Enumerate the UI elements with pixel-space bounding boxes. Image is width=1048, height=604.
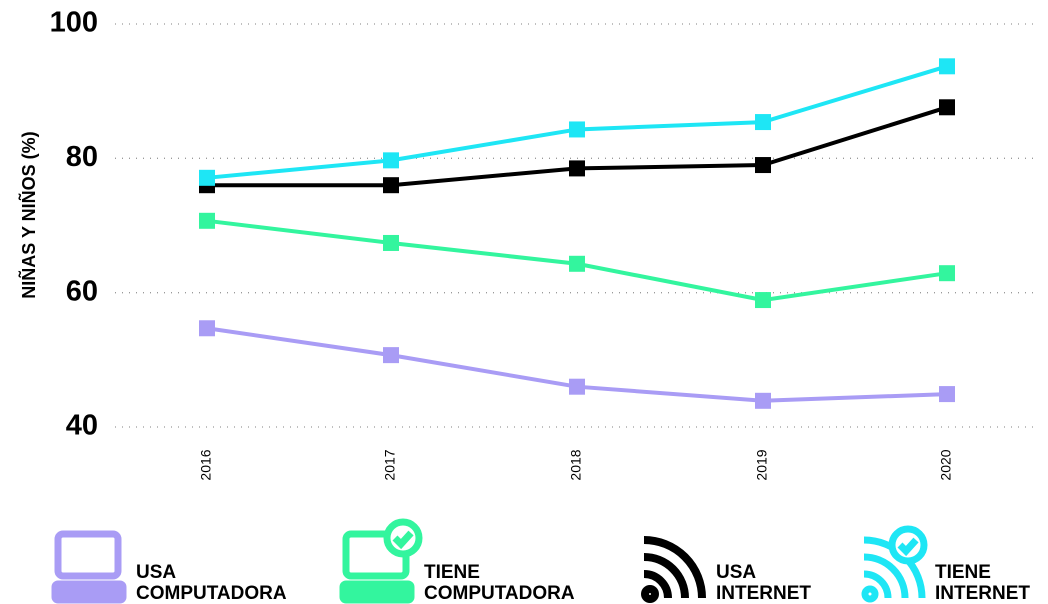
point-marker bbox=[939, 99, 955, 116]
point-marker bbox=[755, 292, 771, 309]
point-marker bbox=[383, 234, 399, 251]
legend-label: USA COMPUTADORA bbox=[136, 562, 287, 604]
point-marker bbox=[939, 386, 955, 403]
icon-tiene-internet bbox=[861, 525, 928, 603]
point-marker bbox=[199, 212, 215, 229]
point-marker bbox=[569, 121, 585, 138]
point-marker bbox=[755, 157, 771, 174]
point-marker bbox=[199, 320, 215, 337]
point-marker bbox=[755, 114, 771, 131]
point-marker bbox=[939, 58, 955, 75]
point-marker bbox=[569, 255, 585, 272]
y-tick-label: 100 bbox=[50, 7, 98, 39]
legend-label: TIENE COMPUTADORA bbox=[424, 562, 575, 604]
point-marker bbox=[383, 347, 399, 364]
point-marker bbox=[939, 265, 955, 282]
legend-icons bbox=[51, 518, 928, 604]
x-tick-label: 2016 bbox=[198, 449, 214, 480]
legend-label: USA INTERNET bbox=[716, 562, 811, 604]
x-tick-label: 2019 bbox=[754, 449, 770, 480]
point-marker bbox=[569, 160, 585, 177]
y-tick-label: 40 bbox=[66, 410, 98, 442]
x-tick-label: 2020 bbox=[938, 449, 954, 480]
icon-tiene-computadora bbox=[339, 518, 423, 604]
icon-usa-internet bbox=[641, 536, 706, 603]
x-tick-label: 2018 bbox=[568, 449, 584, 480]
point-marker bbox=[383, 177, 399, 194]
y-tick-label: 80 bbox=[66, 141, 98, 173]
point-marker bbox=[755, 392, 771, 409]
point-marker bbox=[569, 378, 585, 395]
y-tick-label: 60 bbox=[66, 275, 98, 307]
point-marker bbox=[199, 169, 215, 186]
x-tick-label: 2017 bbox=[382, 449, 398, 480]
y-axis-label: NIÑAS Y NIÑOS (%) bbox=[18, 131, 39, 298]
point-marker bbox=[383, 152, 399, 169]
legend-label: TIENE INTERNET bbox=[935, 562, 1030, 604]
icon-usa-computadora bbox=[51, 530, 127, 604]
